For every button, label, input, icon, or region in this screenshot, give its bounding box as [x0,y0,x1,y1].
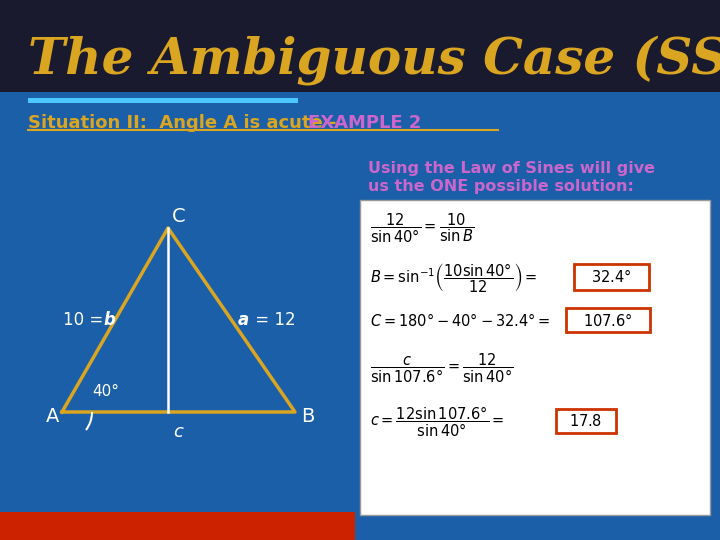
Bar [574,264,649,290]
Text: $C = 180° - 40° - 32.4° =$: $C = 180° - 40° - 32.4° =$ [370,312,551,328]
Text: EXAMPLE 2: EXAMPLE 2 [308,114,421,132]
Bar [556,409,616,433]
Text: A: A [46,407,59,426]
Text: $107.6°$: $107.6°$ [583,312,633,328]
Text: Using the Law of Sines will give: Using the Law of Sines will give [368,160,655,176]
Text: $17.8$: $17.8$ [570,413,603,429]
Text: Situation II:  Angle A is acute -: Situation II: Angle A is acute - [28,114,343,132]
Bar [566,308,650,332]
Text: 40°: 40° [92,384,119,399]
Text: The Ambiguous Case (SSA): The Ambiguous Case (SSA) [28,35,720,85]
Text: B: B [301,407,315,426]
Bar [0,92,720,540]
Text: a: a [238,311,248,329]
Text: $32.4°$: $32.4°$ [591,268,631,286]
Text: 10 =: 10 = [63,311,109,329]
Bar [28,98,298,103]
Bar [360,200,710,515]
Text: $B = \sin^{-1}\!\left(\dfrac{10\sin 40°}{12}\right) =$: $B = \sin^{-1}\!\left(\dfrac{10\sin 40°}… [370,261,538,295]
Bar [0,0,720,92]
Text: C: C [172,206,186,226]
Text: = 12: = 12 [250,311,295,329]
Text: $\dfrac{12}{\sin 40°} = \dfrac{10}{\sin B}$: $\dfrac{12}{\sin 40°} = \dfrac{10}{\sin … [370,211,474,245]
Text: b: b [103,311,115,329]
Bar [0,512,355,540]
Text: us the ONE possible solution:: us the ONE possible solution: [368,179,634,193]
Text: $\dfrac{c}{\sin 107.6°} = \dfrac{12}{\sin 40°}$: $\dfrac{c}{\sin 107.6°} = \dfrac{12}{\si… [370,351,513,385]
Text: $c = \dfrac{12\sin 107.6°}{\sin 40°} =$: $c = \dfrac{12\sin 107.6°}{\sin 40°} =$ [370,404,505,439]
Text: c: c [174,423,184,441]
